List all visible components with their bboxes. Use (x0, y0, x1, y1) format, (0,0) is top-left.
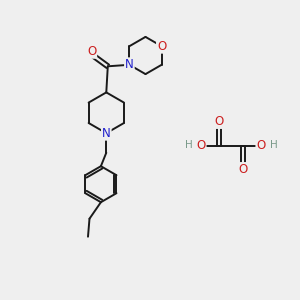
Text: O: O (87, 45, 96, 58)
Text: N: N (102, 127, 111, 140)
Text: H: H (184, 140, 192, 151)
Text: O: O (157, 40, 166, 53)
Text: O: O (238, 163, 247, 176)
Text: O: O (214, 115, 224, 128)
Text: H: H (270, 140, 278, 151)
Text: N: N (125, 58, 134, 71)
Text: O: O (256, 139, 266, 152)
Text: O: O (196, 139, 206, 152)
